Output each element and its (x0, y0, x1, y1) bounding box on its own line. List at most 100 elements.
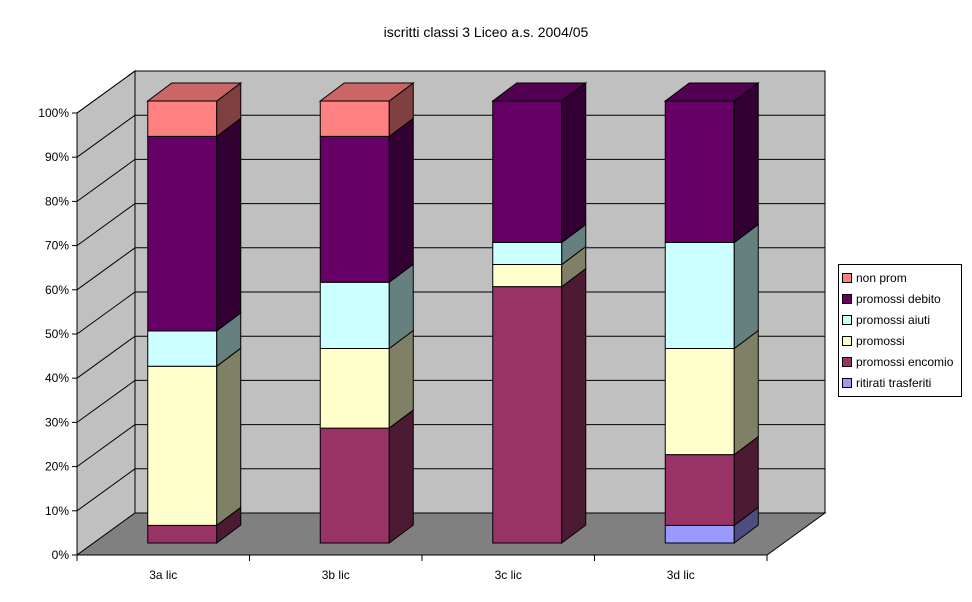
bar-segment-top (318, 82, 415, 102)
chart-title: iscritti classi 3 Liceo a.s. 2004/05 (384, 24, 589, 40)
bar-segment-front (147, 524, 218, 544)
bar-segment-front (319, 135, 390, 283)
bar-segment-front (664, 524, 735, 544)
bar-segment (319, 117, 414, 284)
legend: non prom promossi debito promossi aiuti pro… (838, 264, 962, 397)
x-tick-label: 3d lic (667, 568, 695, 582)
y-tick-label: 40% (45, 371, 69, 385)
bar-segment (319, 263, 414, 350)
gridline (76, 114, 825, 158)
legend-item: ritirati trasferiti (839, 372, 961, 393)
legend-item: non prom (839, 267, 961, 288)
bar-segment (147, 347, 242, 527)
bar-segment (147, 311, 242, 368)
legend-swatch (842, 293, 852, 304)
x-tick-label: 3a lic (149, 568, 177, 582)
bar-segment-side (561, 82, 587, 244)
gridline (76, 335, 825, 379)
bar-segment-side (216, 117, 242, 332)
y-tick-label: 90% (45, 150, 69, 164)
legend-item: promossi debito (839, 288, 961, 309)
gridline (76, 247, 825, 291)
bar-segment-side (733, 329, 759, 456)
axes (72, 112, 768, 561)
bar-segment-front (664, 454, 735, 526)
legend-label: promossi (856, 333, 905, 348)
legend-label: non prom (856, 270, 907, 285)
bar-segment-front (147, 365, 218, 526)
bar-segment-side (388, 117, 414, 284)
bar-segment-top (146, 82, 243, 102)
bar-segment (147, 506, 242, 544)
bars (146, 82, 760, 544)
legend-label: promossi debito (856, 291, 941, 306)
y-tick-label: 20% (45, 460, 69, 474)
gridline (76, 379, 825, 423)
bar-segment (147, 117, 242, 332)
gridline (76, 158, 825, 202)
gridlines (76, 70, 825, 512)
legend-item: promossi aiuti (839, 309, 961, 330)
bar-segment-front (492, 241, 563, 266)
legend-label: promossi aiuti (856, 312, 931, 327)
bar-segment-side (733, 223, 759, 350)
bar-segment-front (664, 100, 735, 243)
x-tick-label: 3b lic (322, 568, 350, 582)
bar-segment (318, 82, 415, 138)
gridline (76, 468, 825, 512)
legend-swatch (842, 335, 852, 346)
y-tick-label: 70% (45, 239, 69, 253)
legend-swatch (842, 272, 852, 283)
bar-segment (146, 82, 243, 138)
legend-item: promossi (839, 330, 961, 351)
bar-segment (491, 82, 588, 244)
gridline (76, 424, 825, 468)
y-tick-label: 10% (45, 504, 69, 518)
bar-segment-front (147, 135, 218, 332)
bar-segment (663, 82, 760, 244)
y-tick-label: 0% (52, 548, 70, 562)
gridline (76, 70, 825, 114)
bar-segment-top (663, 82, 760, 102)
bar-segment-front (319, 427, 390, 544)
y-tick-label: 100% (38, 106, 69, 120)
bar-segment-front (664, 348, 735, 456)
y-tick-label: 60% (45, 283, 69, 297)
x-tick-label: 3c lic (495, 568, 522, 582)
legend-item: promossi encomio (839, 351, 961, 372)
bar-segment (664, 329, 759, 456)
bar-segment-side (561, 267, 587, 544)
bar-segment-front (319, 100, 390, 137)
bar-segment-side (733, 82, 759, 244)
bar-segment-front (319, 281, 390, 350)
legend-label: promossi encomio (856, 354, 954, 369)
y-tick-label: 50% (45, 327, 69, 341)
bar-segment-front (492, 264, 563, 288)
bar-segment-front (147, 100, 218, 137)
y-tick-label: 80% (45, 194, 69, 208)
bar-segment (664, 506, 759, 544)
bar-segment-side (216, 347, 242, 527)
bar-segment (492, 245, 587, 288)
bar-segment (492, 267, 587, 544)
bar-segment-front (492, 286, 563, 544)
x-axis-tick-labels: 3a lic 3b lic 3c lic 3d lic (149, 568, 695, 582)
legend-swatch (842, 356, 852, 367)
bar-segment-front (147, 330, 218, 367)
legend-swatch (842, 377, 852, 388)
gridline (76, 291, 825, 335)
bar-segment-front (664, 241, 735, 350)
legend-swatch (842, 314, 852, 325)
bar-segment-front (319, 348, 390, 429)
y-tick-label: 30% (45, 415, 69, 429)
bar-segment (664, 223, 759, 350)
bar-segment (664, 435, 759, 527)
gridline (76, 203, 825, 247)
legend-label: ritirati trasferiti (856, 375, 932, 390)
bar-segment (319, 329, 414, 430)
bar-segment-front (492, 100, 563, 243)
y-axis-tick-labels: 0% 10% 20% 30% 40% 50% 60% 70% 80% 90% 100% (38, 106, 69, 562)
bar-segment-side (388, 409, 414, 544)
bar-segment-top (491, 82, 588, 102)
